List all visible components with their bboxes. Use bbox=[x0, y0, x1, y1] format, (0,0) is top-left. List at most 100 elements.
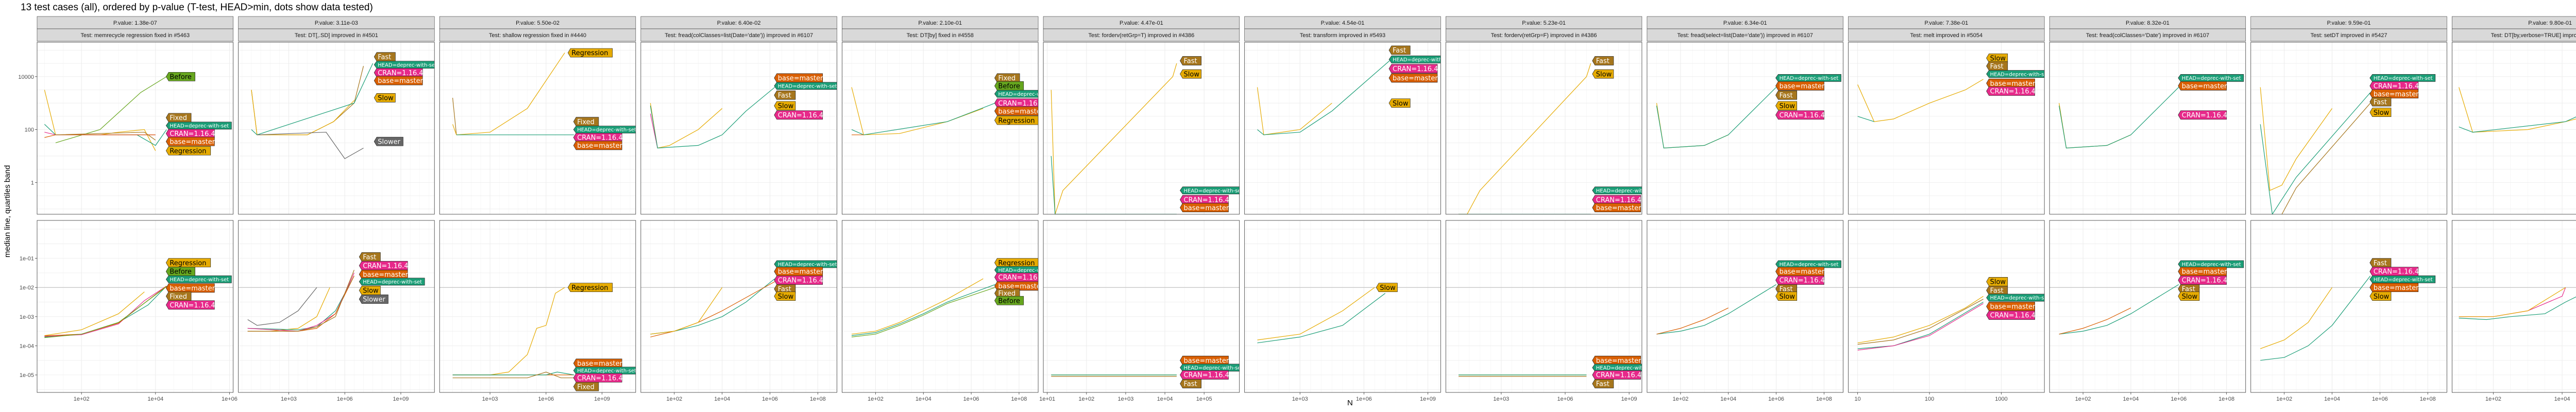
pvalue-label: P.value: 4.47e-01 bbox=[1120, 20, 1163, 26]
direct-label-text: base=master bbox=[1393, 75, 1438, 82]
direct-label-text: Before bbox=[998, 297, 1021, 305]
direct-label-box bbox=[374, 52, 396, 62]
x-tick-label: 1e+03 bbox=[1292, 396, 1308, 402]
direct-label: HEAD=deprec-with-set bbox=[374, 61, 435, 69]
direct-label-box bbox=[165, 267, 195, 276]
x-tick-label: 1e+02 bbox=[666, 396, 682, 402]
direct-label-box bbox=[374, 61, 435, 69]
direct-label-text: Regression bbox=[998, 117, 1035, 125]
x-tick-label: 1e+03 bbox=[482, 396, 498, 402]
direct-label-text: base=master bbox=[1780, 82, 1825, 90]
test-label: Test: melt improved in #5054 bbox=[1910, 32, 1983, 39]
x-tick-label: 1e+04 bbox=[916, 396, 931, 402]
y-tick-label: 100 bbox=[25, 127, 34, 133]
pvalue-strip bbox=[2452, 16, 2576, 29]
direct-label-box bbox=[994, 90, 1039, 98]
direct-label-text: Fast bbox=[1184, 381, 1197, 388]
direct-label-text: CRAN=1.16.4 bbox=[1990, 88, 2036, 96]
direct-label-text: HEAD=deprec-with-set bbox=[2182, 76, 2241, 81]
direct-label-text: CRAN=1.16.4 bbox=[378, 70, 423, 77]
direct-label: CRAN=1.16.4 bbox=[1775, 276, 1825, 285]
direct-label-box bbox=[994, 258, 1039, 267]
direct-label: Slower bbox=[359, 294, 388, 304]
y-tick-label: 1e-03 bbox=[20, 314, 34, 320]
direct-label-text: Slow bbox=[1596, 71, 1612, 78]
test-label: Test: DT[,.SD] improved in #4501 bbox=[295, 32, 378, 39]
panel-border bbox=[439, 220, 636, 393]
direct-label-box bbox=[1180, 69, 1202, 79]
direct-label-text: HEAD=deprec-with-set bbox=[778, 83, 837, 89]
direct-label-box bbox=[359, 286, 381, 295]
direct-label: CRAN=1.16.4 bbox=[374, 68, 423, 77]
direct-label-box bbox=[573, 126, 636, 133]
series-line bbox=[2260, 276, 2371, 361]
direct-label-box bbox=[1592, 364, 1642, 372]
direct-label: CRAN=1.16.4 bbox=[2369, 81, 2419, 91]
direct-label: base=master bbox=[774, 73, 823, 83]
direct-label-box bbox=[1592, 355, 1641, 365]
direct-label-text: Slow bbox=[2182, 293, 2198, 301]
pvalue-strip bbox=[2049, 16, 2246, 29]
x-tick-label: 1e+01 bbox=[1039, 396, 1055, 402]
panel-border bbox=[1244, 42, 1441, 215]
direct-label: base=master bbox=[1775, 81, 1825, 91]
direct-label-box bbox=[2369, 97, 2392, 107]
series-line bbox=[452, 371, 574, 375]
direct-label-text: Fast bbox=[2182, 286, 2195, 294]
direct-label-box bbox=[1180, 370, 1229, 380]
direct-label: HEAD=deprec-with-set bbox=[1986, 70, 2045, 78]
direct-label-text: Fixed bbox=[170, 114, 187, 122]
series-line bbox=[2260, 87, 2333, 191]
direct-label-text: Fast bbox=[2374, 98, 2387, 106]
x-tick-label: 1e+06 bbox=[337, 396, 353, 402]
panel-border bbox=[1445, 42, 1642, 215]
direct-label-text: Fast bbox=[1596, 58, 1609, 65]
direct-label-text: base=master bbox=[1184, 204, 1229, 212]
test-strip bbox=[2049, 28, 2246, 42]
direct-label: HEAD=deprec-with-set bbox=[774, 260, 837, 268]
pvalue-strip bbox=[439, 16, 636, 29]
panel-sec: Slow bbox=[1244, 220, 1441, 393]
direct-label: base=master bbox=[1986, 78, 2036, 88]
direct-label: Fast bbox=[1592, 56, 1614, 65]
direct-label-box bbox=[165, 72, 195, 81]
direct-label-box bbox=[374, 76, 423, 85]
direct-label: Regression bbox=[994, 258, 1039, 267]
direct-label: HEAD=deprec-with-set bbox=[165, 122, 232, 130]
panel-marks: HEAD=deprec-with-setbase=masterCRAN=1.16… bbox=[2059, 260, 2244, 335]
direct-label-box bbox=[1388, 56, 1441, 63]
x-tick-label: 1e+04 bbox=[2554, 396, 2570, 402]
panel-border bbox=[37, 42, 234, 215]
panel-border bbox=[1647, 42, 1843, 215]
direct-label-text: HEAD=deprec-with-set bbox=[577, 127, 636, 133]
x-tick-label: 1e+09 bbox=[393, 396, 409, 402]
pvalue-label: P.value: 9.80e-01 bbox=[2528, 20, 2572, 26]
series-line bbox=[1257, 87, 1332, 135]
direct-label-text: Before bbox=[998, 82, 1021, 90]
direct-label-text: Fast bbox=[1393, 47, 1406, 55]
panel-background bbox=[1848, 42, 2045, 214]
direct-label: base=master bbox=[2178, 267, 2227, 276]
panel-background bbox=[1043, 42, 1240, 214]
direct-label: Fast bbox=[2369, 97, 2392, 107]
direct-label-box bbox=[374, 93, 396, 102]
chart-title: 13 test cases (all), ordered by p-value … bbox=[21, 2, 373, 13]
series-line bbox=[251, 90, 354, 135]
direct-label-text: base=master bbox=[170, 138, 215, 146]
pvalue-label: P.value: 1.38e-07 bbox=[113, 20, 157, 26]
direct-label-text: Slow bbox=[1990, 55, 2006, 63]
direct-label: HEAD=deprec-with-set bbox=[2369, 74, 2436, 82]
direct-label-box bbox=[2369, 74, 2436, 82]
panel-background bbox=[2049, 42, 2246, 214]
direct-label: HEAD=deprec-with-set bbox=[774, 82, 837, 90]
direct-label-box bbox=[2369, 89, 2419, 99]
direct-label-box bbox=[1592, 186, 1642, 195]
series-line bbox=[55, 132, 156, 141]
direct-label-text: base=master bbox=[998, 108, 1044, 115]
direct-label-text: Fixed bbox=[998, 290, 1016, 298]
